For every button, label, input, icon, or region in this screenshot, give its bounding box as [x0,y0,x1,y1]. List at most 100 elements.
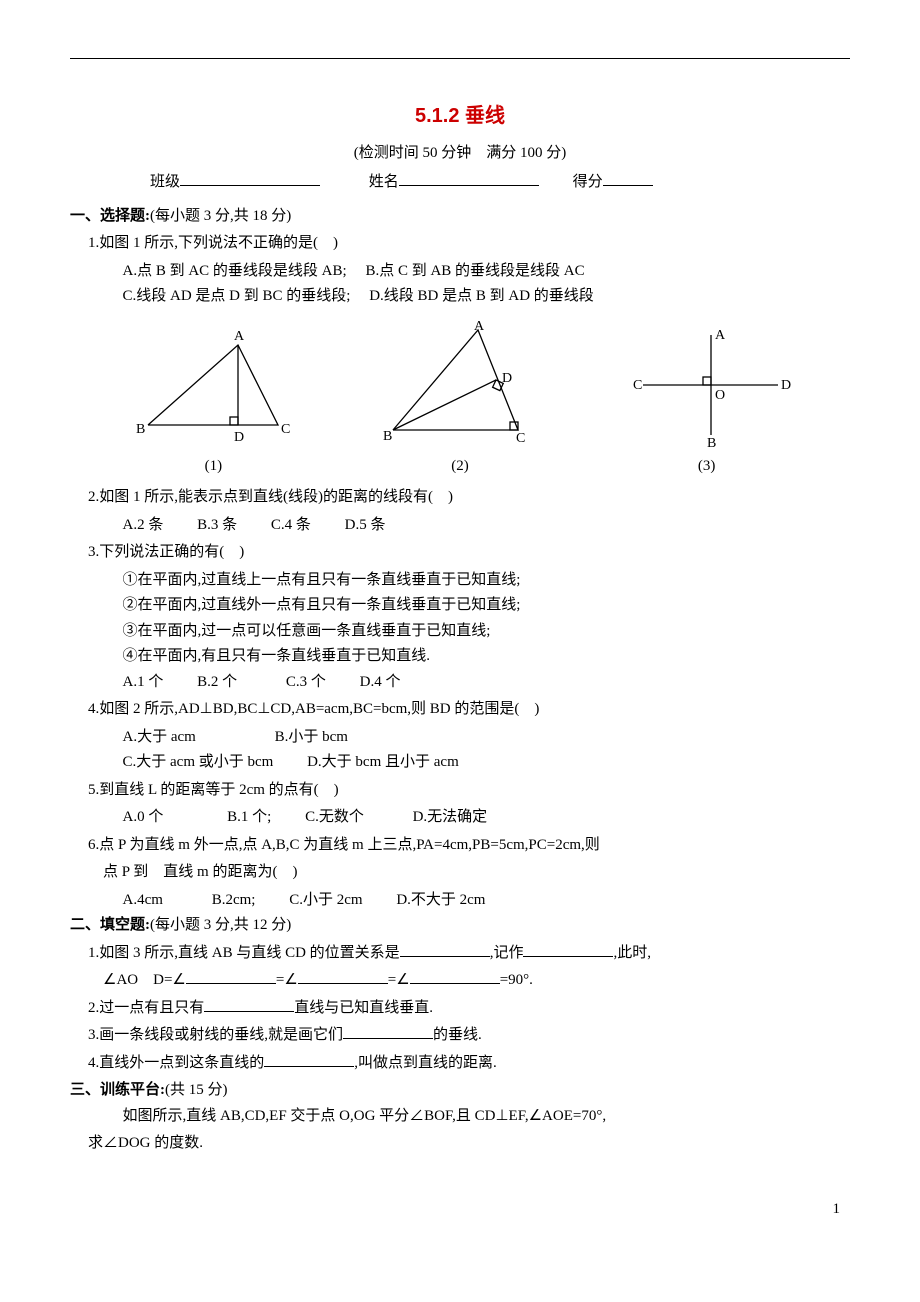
cap-1: (1) [90,454,337,480]
section-3-title: 三、训练平台: [70,1082,165,1098]
cap-3: (3) [583,454,830,480]
q6-line1: 6.点 P 为直线 m 外一点,点 A,B,C 为直线 m 上三点,PA=4cm… [70,833,850,859]
q4-b: B.小于 bcm [275,729,348,745]
q1: 1.如图 1 所示,下列说法不正确的是( ) [70,231,850,257]
section-3-note: (共 15 分) [165,1082,228,1098]
figures-row: A B C D A B C D A B C [70,320,850,450]
q4: 4.如图 2 所示,AD⊥BD,BC⊥CD,AB=acm,BC=bcm,则 BD… [70,697,850,723]
q5-d: D.无法确定 [413,809,488,825]
f3: 3.画一条线段或射线的垂线,就是画它们 的垂线. [70,1023,850,1049]
q3-c: C.3 个 [286,674,326,690]
q4-c: C.大于 acm 或小于 bcm [123,754,274,770]
f3a: 3.画一条线段或射线的垂线,就是画它们 [88,1027,343,1043]
q3-opts: A.1 个 B.2 个 C.3 个 D.4 个 [70,670,850,696]
blank-class[interactable] [180,170,320,186]
svg-text:C: C [281,422,290,437]
f1a: 1.如图 3 所示,直线 AB 与直线 CD 的位置关系是 [88,945,400,961]
f4b: ,叫做点到直线的距离. [354,1055,497,1071]
q3-s2: ②在平面内,过直线外一点有且只有一条直线垂直于已知直线; [70,593,850,619]
f4-blank[interactable] [264,1051,354,1067]
q1-opts-row1: A.点 B 到 AC 的垂线段是线段 AB; B.点 C 到 AB 的垂线段是线… [70,259,850,285]
q2-b: B.3 条 [197,517,237,533]
svg-text:B: B [383,429,392,444]
f2-blank[interactable] [204,996,294,1012]
q2-opts: A.2 条 B.3 条 C.4 条 D.5 条 [70,513,850,539]
f1-line2: ∠AO D=∠ =∠ =∠ =90°. [70,968,850,994]
figure-2: A B C D [378,320,553,450]
form-line: 班级 姓名 得分 [70,170,850,196]
svg-text:A: A [715,328,726,343]
q5: 5.到直线 L 的距离等于 2cm 的点有( ) [70,778,850,804]
svg-text:C: C [516,431,525,446]
q2: 2.如图 1 所示,能表示点到直线(线段)的距离的线段有( ) [70,485,850,511]
q5-opts: A.0 个 B.1 个; C.无数个 D.无法确定 [70,805,850,831]
q1-a: A.点 B 到 AC 的垂线段是线段 AB; [123,263,347,279]
section-2-head: 二、填空题:(每小题 3 分,共 12 分) [70,913,850,939]
q2-d: D.5 条 [345,517,386,533]
svg-text:C: C [633,378,642,393]
f1-blank2[interactable] [523,941,613,957]
figure-1: A B C D [128,325,303,450]
q1-c: C.线段 AD 是点 D 到 BC 的垂线段; [123,288,351,304]
section-2-title: 二、填空题: [70,917,150,933]
f2a: 2.过一点有且只有 [88,1000,204,1016]
page-number: 1 [70,1197,850,1223]
svg-text:B: B [707,436,716,450]
f3-blank[interactable] [343,1023,433,1039]
f1: 1.如图 3 所示,直线 AB 与直线 CD 的位置关系是,记作,此时, [70,941,850,967]
f3b: 的垂线. [433,1027,482,1043]
svg-text:D: D [502,371,512,386]
q3-s1: ①在平面内,过直线上一点有且只有一条直线垂直于已知直线; [70,568,850,594]
page-subtitle: (检测时间 50 分钟 满分 100 分) [70,141,850,167]
blank-name[interactable] [399,170,539,186]
q3-a: A.1 个 [123,674,164,690]
q6-line2: 点 P 到 直线 m 的距离为( ) [70,860,850,886]
f1d: ∠AO D=∠ [103,972,186,988]
cap-2: (2) [337,454,584,480]
f1-blank3[interactable] [186,968,276,984]
section-1-title: 一、选择题: [70,208,150,224]
f1e: =∠ [276,972,298,988]
svg-text:A: A [234,329,245,344]
q4-d: D.大于 bcm 且小于 acm [307,754,459,770]
q1-b: B.点 C 到 AB 的垂线段是线段 AC [365,263,584,279]
q2-c: C.4 条 [271,517,311,533]
q1-d: D.线段 BD 是点 B 到 AD 的垂线段 [369,288,594,304]
blank-score[interactable] [603,170,653,186]
svg-text:B: B [136,422,145,437]
section-1-head: 一、选择题:(每小题 3 分,共 18 分) [70,204,850,230]
q6-a: A.4cm [123,892,163,908]
q6-d: D.不大于 2cm [396,892,485,908]
q3-d: D.4 个 [360,674,401,690]
label-class: 班级 [150,174,180,190]
section-1-note: (每小题 3 分,共 18 分) [150,208,291,224]
q4-opts-row2: C.大于 acm 或小于 bcm D.大于 bcm 且小于 acm [70,750,850,776]
section-2-note: (每小题 3 分,共 12 分) [150,917,291,933]
svg-text:O: O [715,388,725,403]
f1g: =90°. [500,972,533,988]
q4-opts-row1: A.大于 acm B.小于 bcm [70,725,850,751]
f1-blank5[interactable] [410,968,500,984]
q5-c: C.无数个 [305,809,364,825]
top-rule [70,58,850,59]
page-title: 5.1.2 垂线 [70,99,850,133]
f1-blank4[interactable] [298,968,388,984]
q3-b: B.2 个 [197,674,237,690]
label-name: 姓名 [369,174,399,190]
q3-s3: ③在平面内,过一点可以任意画一条直线垂直于已知直线; [70,619,850,645]
q3: 3.下列说法正确的有( ) [70,540,850,566]
label-score: 得分 [573,174,603,190]
section-3-head: 三、训练平台:(共 15 分) [70,1078,850,1104]
f1b: ,记作 [490,945,524,961]
p1-line1: 如图所示,直线 AB,CD,EF 交于点 O,OG 平分∠BOF,且 CD⊥EF… [70,1104,850,1130]
p1-line2: 求∠DOG 的度数. [70,1131,850,1157]
f2b: 直线与已知直线垂直. [294,1000,433,1016]
f1-blank1[interactable] [400,941,490,957]
q5-a: A.0 个 [123,809,164,825]
f4a: 4.直线外一点到这条直线的 [88,1055,264,1071]
q4-a: A.大于 acm [123,729,196,745]
figure-captions: (1) (2) (3) [70,454,850,480]
q3-s4: ④在平面内,有且只有一条直线垂直于已知直线. [70,644,850,670]
q6-c: C.小于 2cm [289,892,362,908]
f1f: =∠ [388,972,410,988]
